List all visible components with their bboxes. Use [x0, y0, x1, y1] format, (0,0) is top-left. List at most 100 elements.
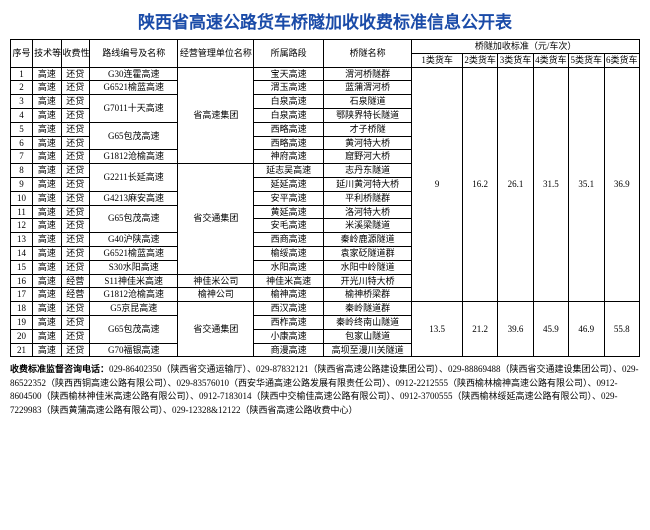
cell: 还贷 — [61, 177, 89, 191]
cell: 黄河特大桥 — [323, 136, 412, 150]
fee-table: 序号 技术等级 收费性质 路线编号及名称 经营管理单位名称 所属路段 桥隧名称 … — [10, 39, 640, 357]
cell: 14 — [11, 246, 33, 260]
cell: G65包茂高速 — [89, 205, 178, 233]
cell: G40沪陕高速 — [89, 233, 178, 247]
cell: 还贷 — [61, 260, 89, 274]
cell: 3 — [11, 95, 33, 109]
cell: 黄延高速 — [254, 205, 324, 219]
cell: 17 — [11, 288, 33, 302]
cell: 还贷 — [61, 81, 89, 95]
cell: G4213麻安高速 — [89, 191, 178, 205]
cell: 35.1 — [569, 67, 604, 302]
cell: 包家山隧道 — [323, 329, 412, 343]
cell: 蓝蒲渭河桥 — [323, 81, 412, 95]
cell: 还贷 — [61, 136, 89, 150]
cell: 洛河特大桥 — [323, 205, 412, 219]
cell: G1812沧榆高速 — [89, 150, 178, 164]
cell: 31.5 — [533, 67, 568, 302]
cell: 省高速集团 — [178, 67, 254, 164]
cell: G65包茂高速 — [89, 315, 178, 343]
cell: 还贷 — [61, 191, 89, 205]
cell: 高坝至漫川关隧道 — [323, 343, 412, 357]
cell: 高速 — [33, 177, 61, 191]
cell: 9 — [412, 67, 463, 302]
th-r3: 3类货车 — [498, 53, 533, 67]
cell: 安平高速 — [254, 191, 324, 205]
cell: 石泉隧道 — [323, 95, 412, 109]
th-tech: 技术等级 — [33, 40, 61, 68]
cell: 榆神高速 — [254, 288, 324, 302]
th-rate-group: 桥隧加收标准（元/车次） — [412, 40, 640, 54]
cell: 秦岭鹿源隧道 — [323, 233, 412, 247]
cell: 高速 — [33, 233, 61, 247]
cell: 还贷 — [61, 233, 89, 247]
cell: G5京昆高速 — [89, 302, 178, 316]
cell: 高速 — [33, 343, 61, 357]
cell: 延川黄河特大桥 — [323, 177, 412, 191]
cell: 19 — [11, 315, 33, 329]
cell: 秦岭隧道群 — [323, 302, 412, 316]
cell: 榆绥高速 — [254, 246, 324, 260]
cell: 高速 — [33, 260, 61, 274]
cell: 窟野河大桥 — [323, 150, 412, 164]
cell: 高速 — [33, 81, 61, 95]
cell: 白泉高速 — [254, 95, 324, 109]
cell: 延志吴高速 — [254, 164, 324, 178]
cell: 高速 — [33, 95, 61, 109]
cell: 还贷 — [61, 108, 89, 122]
cell: 5 — [11, 122, 33, 136]
cell: 20 — [11, 329, 33, 343]
th-unit: 经营管理单位名称 — [178, 40, 254, 68]
cell: 还贷 — [61, 315, 89, 329]
cell: 16 — [11, 274, 33, 288]
cell: S30水阳高速 — [89, 260, 178, 274]
cell: 西商高速 — [254, 233, 324, 247]
cell: 还贷 — [61, 150, 89, 164]
cell: 21 — [11, 343, 33, 357]
table-row: 18高速还贷G5京昆高速省交通集团西汉高速秦岭隧道群13.521.239.645… — [11, 302, 640, 316]
cell: 高速 — [33, 191, 61, 205]
footer-contact: 收费标准监督咨询电话：029-86402350（陕西省交通运输厅）、029-87… — [10, 363, 640, 417]
cell: G6521榆蓝高速 — [89, 246, 178, 260]
cell: 55.8 — [604, 302, 640, 357]
cell: 西略高速 — [254, 136, 324, 150]
cell: 安毛高速 — [254, 219, 324, 233]
cell: 还贷 — [61, 343, 89, 357]
cell: 6 — [11, 136, 33, 150]
cell: 延延高速 — [254, 177, 324, 191]
cell: 宝天高速 — [254, 67, 324, 81]
table-row: 1高速还贷G30连霍高速省高速集团宝天高速渭河桥隧群916.226.131.53… — [11, 67, 640, 81]
cell: 水阳高速 — [254, 260, 324, 274]
th-r6: 6类货车 — [604, 53, 640, 67]
cell: 神佳米公司 — [178, 274, 254, 288]
cell: 神府高速 — [254, 150, 324, 164]
cell: 西略高速 — [254, 122, 324, 136]
cell: 开光川特大桥 — [323, 274, 412, 288]
cell: 高速 — [33, 67, 61, 81]
cell: 46.9 — [569, 302, 604, 357]
cell: 水阳中岭隧道 — [323, 260, 412, 274]
cell: 16.2 — [462, 67, 497, 302]
cell: 7 — [11, 150, 33, 164]
cell: 15 — [11, 260, 33, 274]
cell: 渭河桥隧群 — [323, 67, 412, 81]
th-segment: 所属路段 — [254, 40, 324, 68]
cell: G30连霍高速 — [89, 67, 178, 81]
cell: 袁家砭隧道群 — [323, 246, 412, 260]
cell: 高速 — [33, 108, 61, 122]
cell: G70福银高速 — [89, 343, 178, 357]
cell: 高速 — [33, 274, 61, 288]
cell: 还贷 — [61, 164, 89, 178]
cell: 高速 — [33, 205, 61, 219]
cell: 高速 — [33, 150, 61, 164]
cell: 才子桥隧 — [323, 122, 412, 136]
cell: 西柞高速 — [254, 315, 324, 329]
cell: 1 — [11, 67, 33, 81]
cell: 渭玉高速 — [254, 81, 324, 95]
cell: 还贷 — [61, 122, 89, 136]
cell: 省交通集团 — [178, 164, 254, 274]
th-name: 桥隧名称 — [323, 40, 412, 68]
cell: 还贷 — [61, 67, 89, 81]
cell: 12 — [11, 219, 33, 233]
th-route: 路线编号及名称 — [89, 40, 178, 68]
